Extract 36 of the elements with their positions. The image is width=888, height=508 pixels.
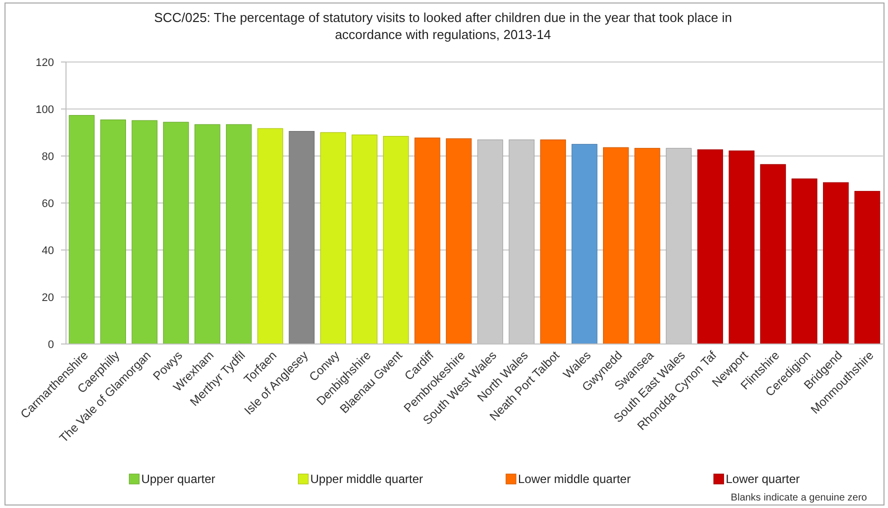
bar xyxy=(163,122,189,344)
bar xyxy=(257,128,284,344)
bar xyxy=(68,115,95,344)
y-tick-label: 120 xyxy=(36,56,54,69)
bar xyxy=(822,182,849,344)
bar xyxy=(383,136,409,344)
bar xyxy=(414,138,440,344)
legend-label: Lower middle quarter xyxy=(518,472,631,486)
bar xyxy=(634,148,660,344)
bar xyxy=(572,144,598,344)
bar xyxy=(352,134,378,344)
bar xyxy=(854,190,880,344)
chart-title: SCC/025: The percentage of statutory visits to looked after children due in the year that took place in accordance with regulations, 2013-14 xyxy=(154,10,732,42)
y-tick-label: 20 xyxy=(42,292,54,304)
text: Blanks indicate a genuine zero xyxy=(730,492,868,504)
bar xyxy=(792,178,818,344)
bar xyxy=(288,131,315,344)
bar xyxy=(320,132,346,344)
legend-label: Upper quarter xyxy=(141,472,216,486)
y-tick-label: 0 xyxy=(48,338,54,351)
bar xyxy=(194,124,220,344)
y-tick-label: 100 xyxy=(36,104,54,116)
bar xyxy=(132,120,158,344)
bar xyxy=(760,164,786,344)
bar xyxy=(728,150,754,344)
y-tick-label: 40 xyxy=(42,244,54,257)
bar xyxy=(697,149,724,344)
bar xyxy=(540,139,566,344)
bar xyxy=(446,138,472,344)
legend-label: Upper middle quarter xyxy=(310,472,423,486)
y-tick-label: 80 xyxy=(42,150,54,163)
bar xyxy=(100,120,126,344)
legend-label: Lower quarter xyxy=(726,472,800,486)
bar xyxy=(226,124,252,344)
y-tick-label: 60 xyxy=(42,198,54,210)
bar xyxy=(603,147,629,344)
